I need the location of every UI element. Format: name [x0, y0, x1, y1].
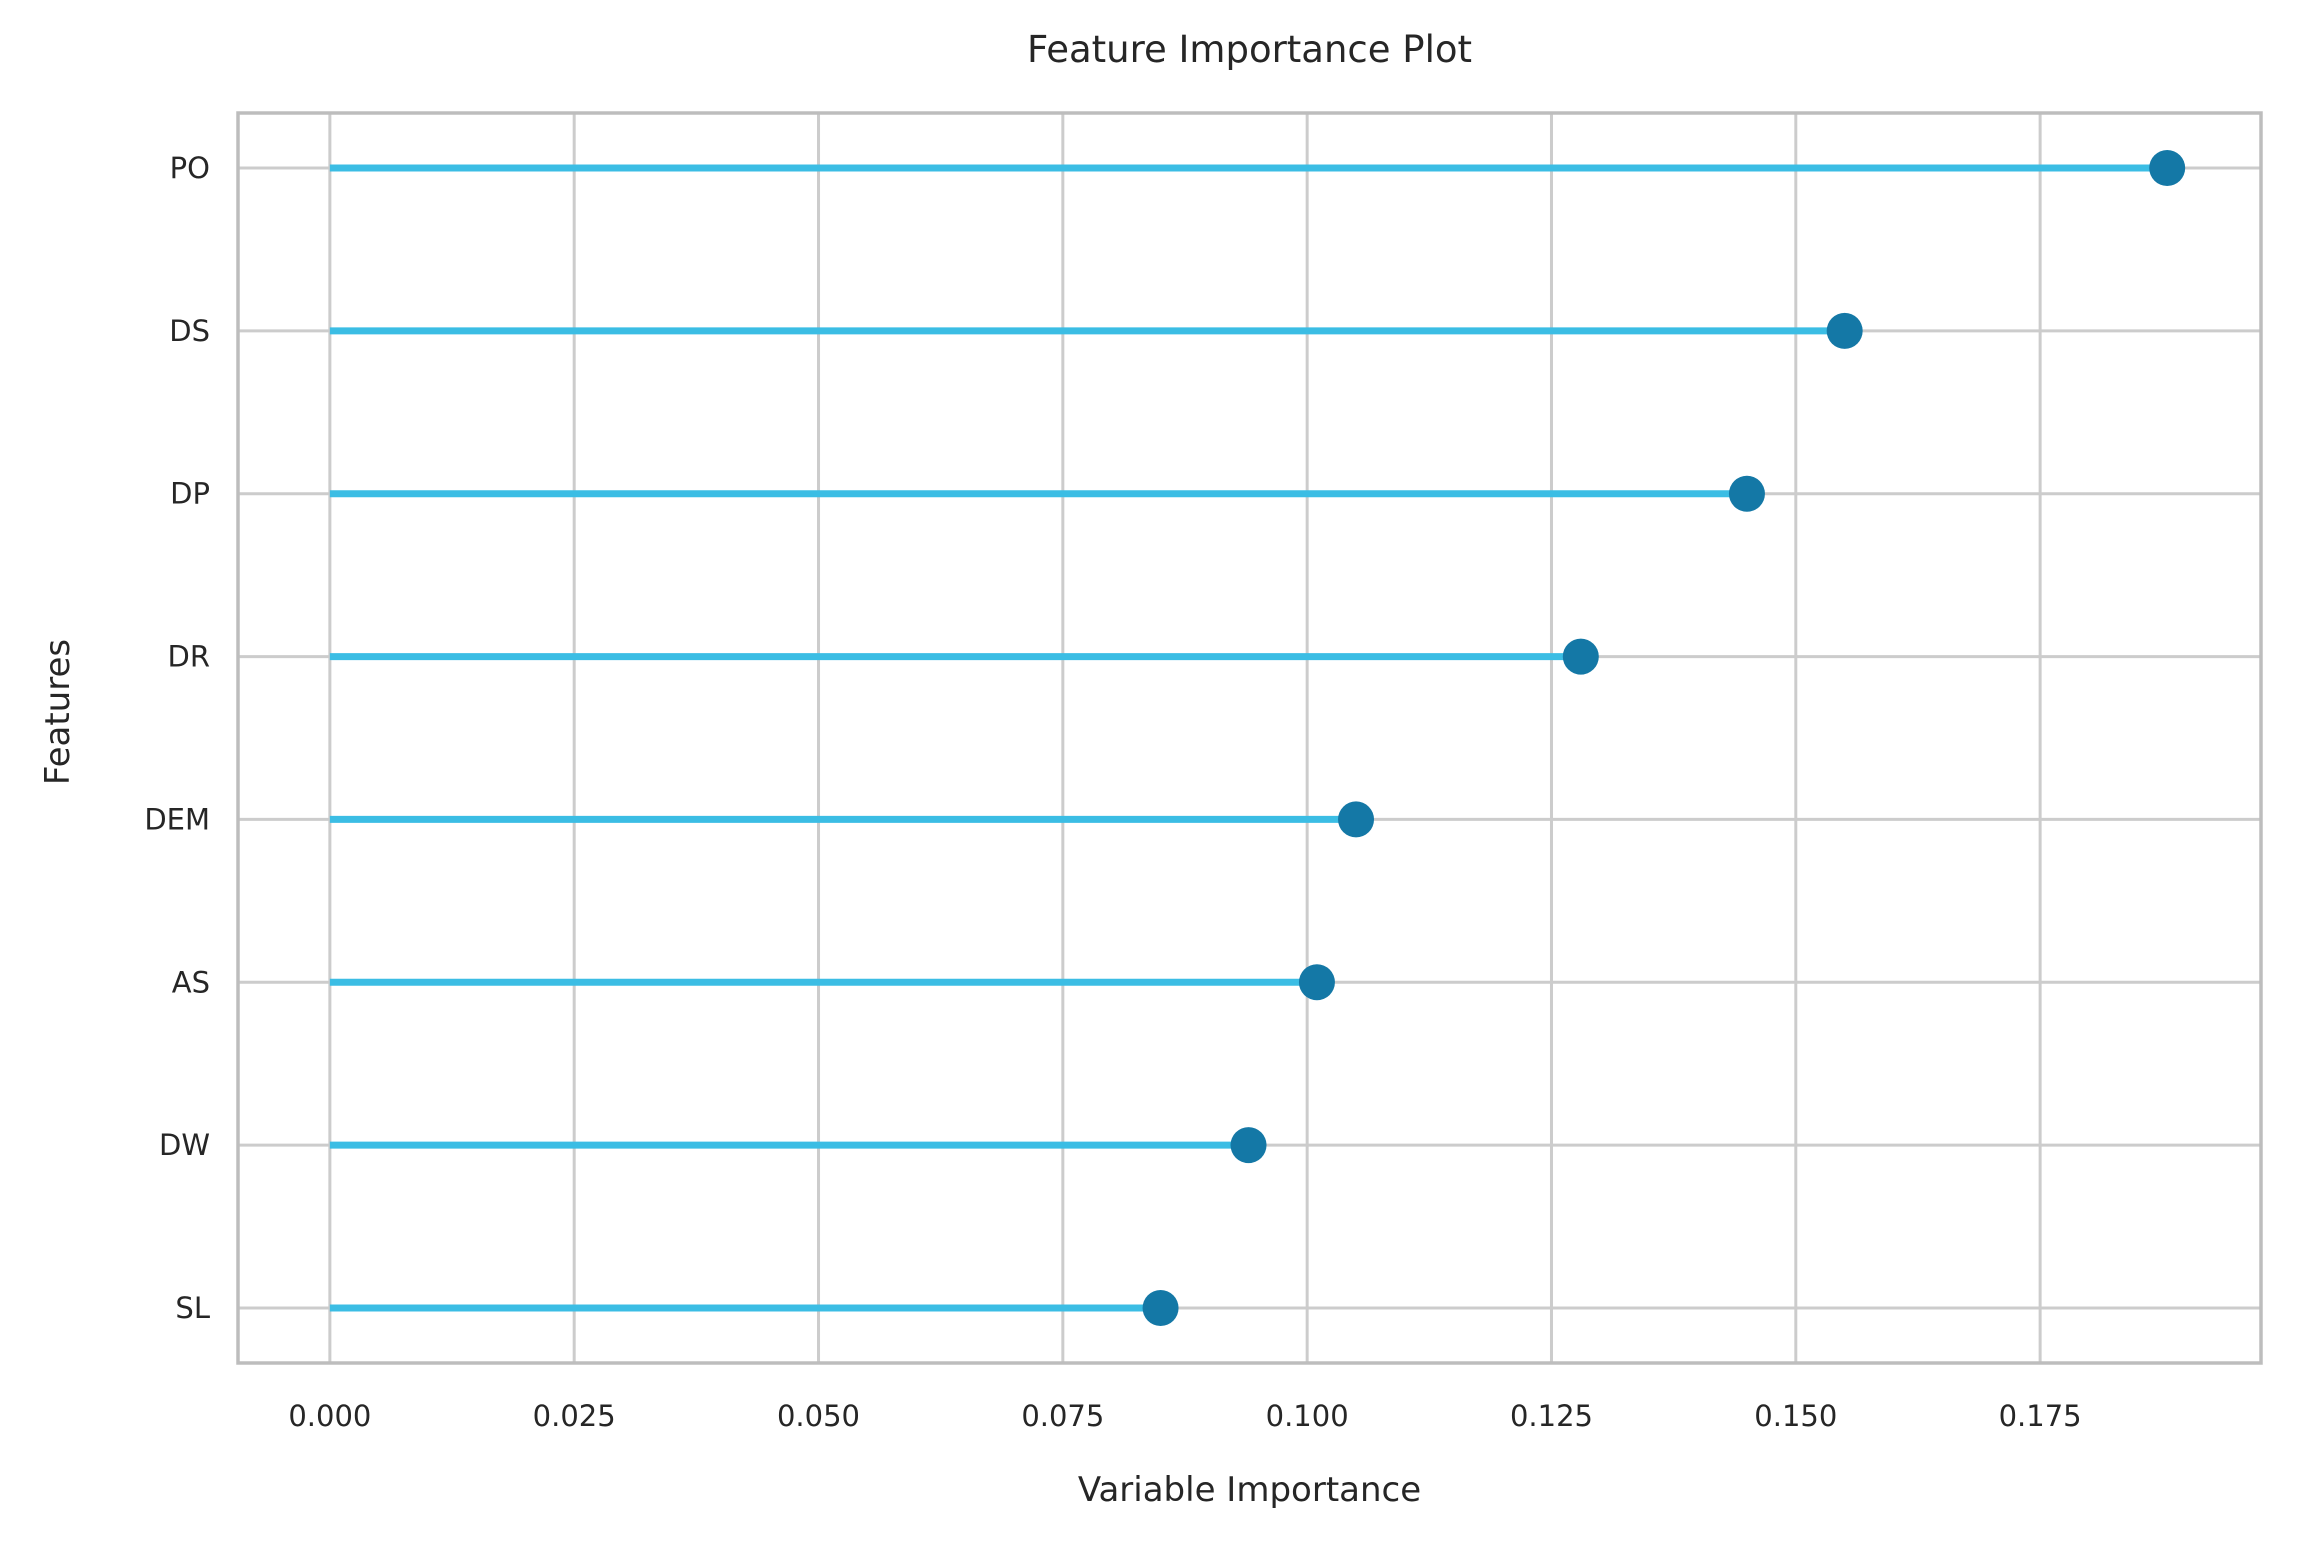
y-tick-label: DEM [144, 802, 210, 836]
data-point-marker [1338, 801, 1375, 838]
data-point-marker [1298, 964, 1335, 1001]
data-point-marker [1728, 475, 1765, 512]
x-tick-label: 0.175 [1999, 1399, 2082, 1433]
data-point-marker [1562, 638, 1599, 675]
y-tick-label: DW [159, 1128, 210, 1162]
x-tick-label: 0.100 [1266, 1399, 1349, 1433]
x-tick-label: 0.150 [1754, 1399, 1837, 1433]
y-tick-label: DP [170, 477, 210, 511]
x-tick-label: 0.000 [288, 1399, 371, 1433]
y-tick-label: PO [170, 151, 210, 185]
x-axis-title: Variable Importance [1077, 1470, 1422, 1510]
plot-border [236, 111, 2263, 1365]
x-tick-label: 0.050 [777, 1399, 860, 1433]
chart-title: Feature Importance Plot [1026, 28, 1473, 71]
y-tick-label: SL [175, 1291, 210, 1325]
data-point-marker [1142, 1290, 1179, 1326]
x-tick-label: 0.025 [533, 1399, 616, 1433]
y-tick-label: DR [168, 640, 210, 674]
y-tick-label: AS [172, 965, 210, 999]
data-point-marker [1230, 1127, 1267, 1164]
data-point-marker [2149, 150, 2186, 186]
x-tick-label: 0.125 [1510, 1399, 1593, 1433]
y-tick-label: DS [169, 314, 210, 348]
x-tick-label: 0.075 [1021, 1399, 1104, 1433]
data-point-marker [1826, 312, 1863, 349]
